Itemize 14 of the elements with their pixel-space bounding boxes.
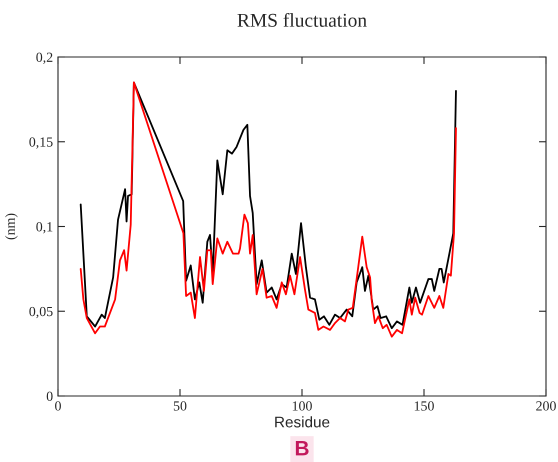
y-tick-label: 0,2 xyxy=(36,52,52,64)
x-tick-label: 150 xyxy=(414,401,434,411)
chart-title: RMS fluctuation xyxy=(237,12,367,27)
y-tick-label: 0,15 xyxy=(29,137,53,149)
x-tick-label: 200 xyxy=(536,401,556,411)
y-tick-label: 0 xyxy=(46,392,53,401)
x-tick-label: 50 xyxy=(174,401,186,411)
x-axis-title: Residue xyxy=(275,416,330,428)
y-axis-title: (nm) xyxy=(5,214,18,240)
y-tick-label: 0,05 xyxy=(29,306,53,318)
x-tick-label: 0 xyxy=(55,401,61,411)
y-tick-label: 0,1 xyxy=(36,222,52,234)
text: B xyxy=(296,441,309,456)
x-tick-label: 100 xyxy=(292,401,312,411)
